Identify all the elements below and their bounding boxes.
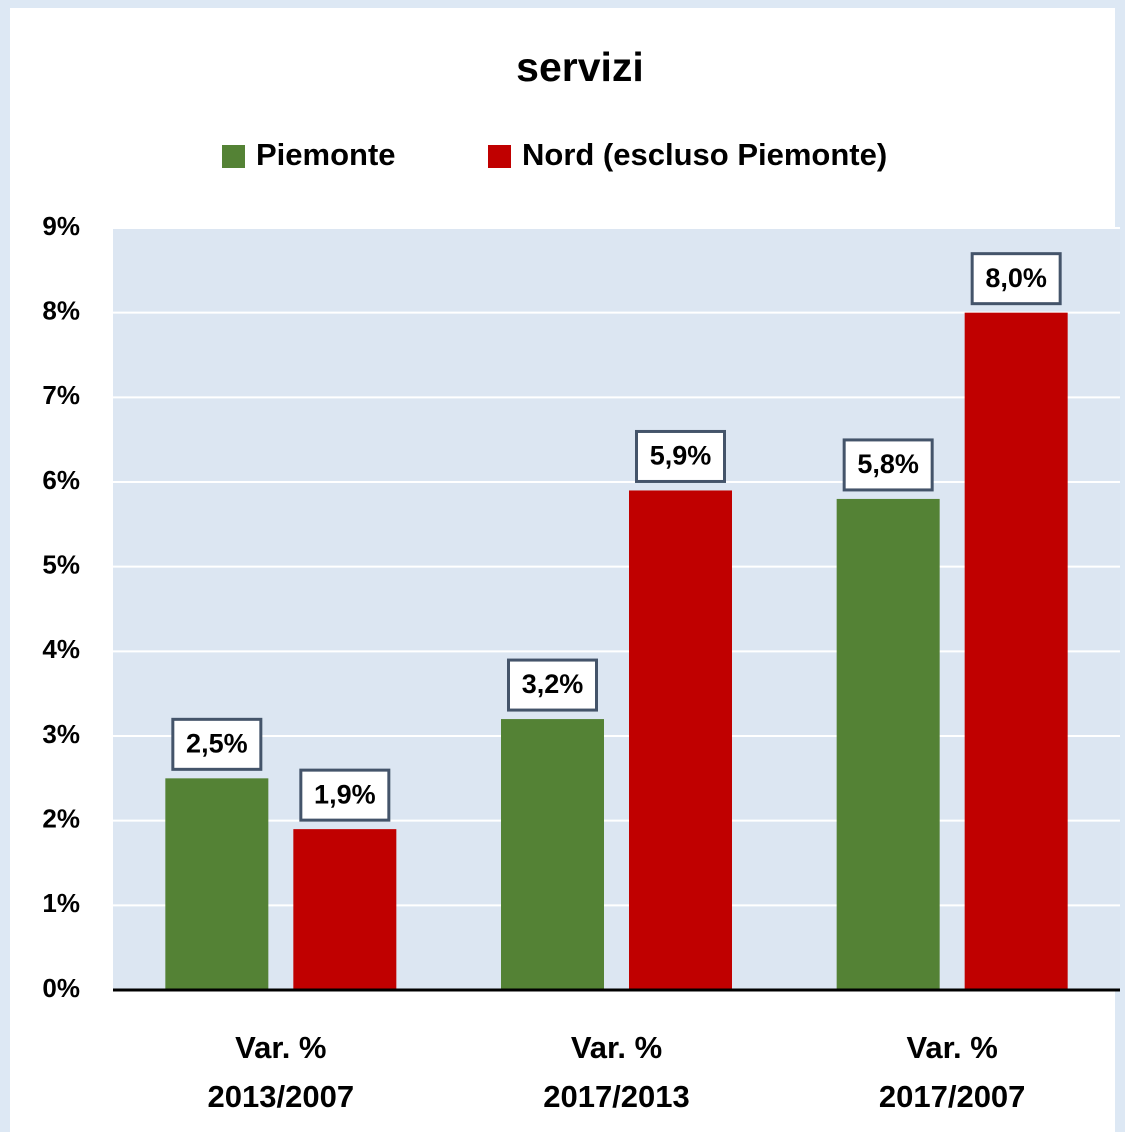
y-tick-label: 8%: [42, 296, 80, 326]
y-tick-label: 6%: [42, 465, 80, 495]
value-label-box: [842, 438, 934, 492]
value-label: 5,8%: [857, 449, 919, 479]
y-tick-label: 3%: [42, 719, 80, 749]
plot-area: [113, 228, 1120, 990]
x-tick-label: Var. % 2017/2013: [543, 1030, 690, 1114]
bar: [629, 490, 732, 990]
y-tick-label: 7%: [42, 380, 80, 410]
y-tick-label: 1%: [42, 888, 80, 918]
y-tick-label: 0%: [42, 973, 80, 1003]
bar: [293, 829, 397, 990]
value-label: 3,2%: [522, 669, 584, 699]
y-tick-label: 5%: [42, 550, 80, 580]
y-tick-label: 4%: [42, 634, 80, 664]
value-label-box: [171, 717, 263, 771]
legend-swatch: [488, 145, 511, 168]
value-label-box: [299, 768, 391, 822]
x-tick-label: Var. % 2017/2007: [878, 1030, 1026, 1114]
bar: [165, 778, 269, 990]
value-label-box: [635, 429, 726, 483]
legend-label: Piemonte: [256, 137, 396, 172]
x-tick-label: Var. % 2013/2007: [207, 1030, 355, 1114]
bar: [836, 498, 940, 990]
bar: [964, 312, 1068, 991]
value-label-box: [507, 658, 598, 712]
value-label: 1,9%: [314, 779, 376, 809]
bar: [501, 719, 604, 990]
value-label: 8,0%: [985, 263, 1047, 293]
y-tick-label: 2%: [42, 804, 80, 834]
legend-swatch: [222, 145, 245, 168]
value-label: 5,9%: [650, 441, 712, 471]
legend-label: Nord (escluso Piemonte): [522, 137, 887, 172]
value-label-box: [970, 252, 1062, 306]
chart-title: servizi: [516, 44, 644, 90]
value-label: 2,5%: [186, 728, 248, 758]
y-tick-label: 9%: [42, 211, 80, 241]
